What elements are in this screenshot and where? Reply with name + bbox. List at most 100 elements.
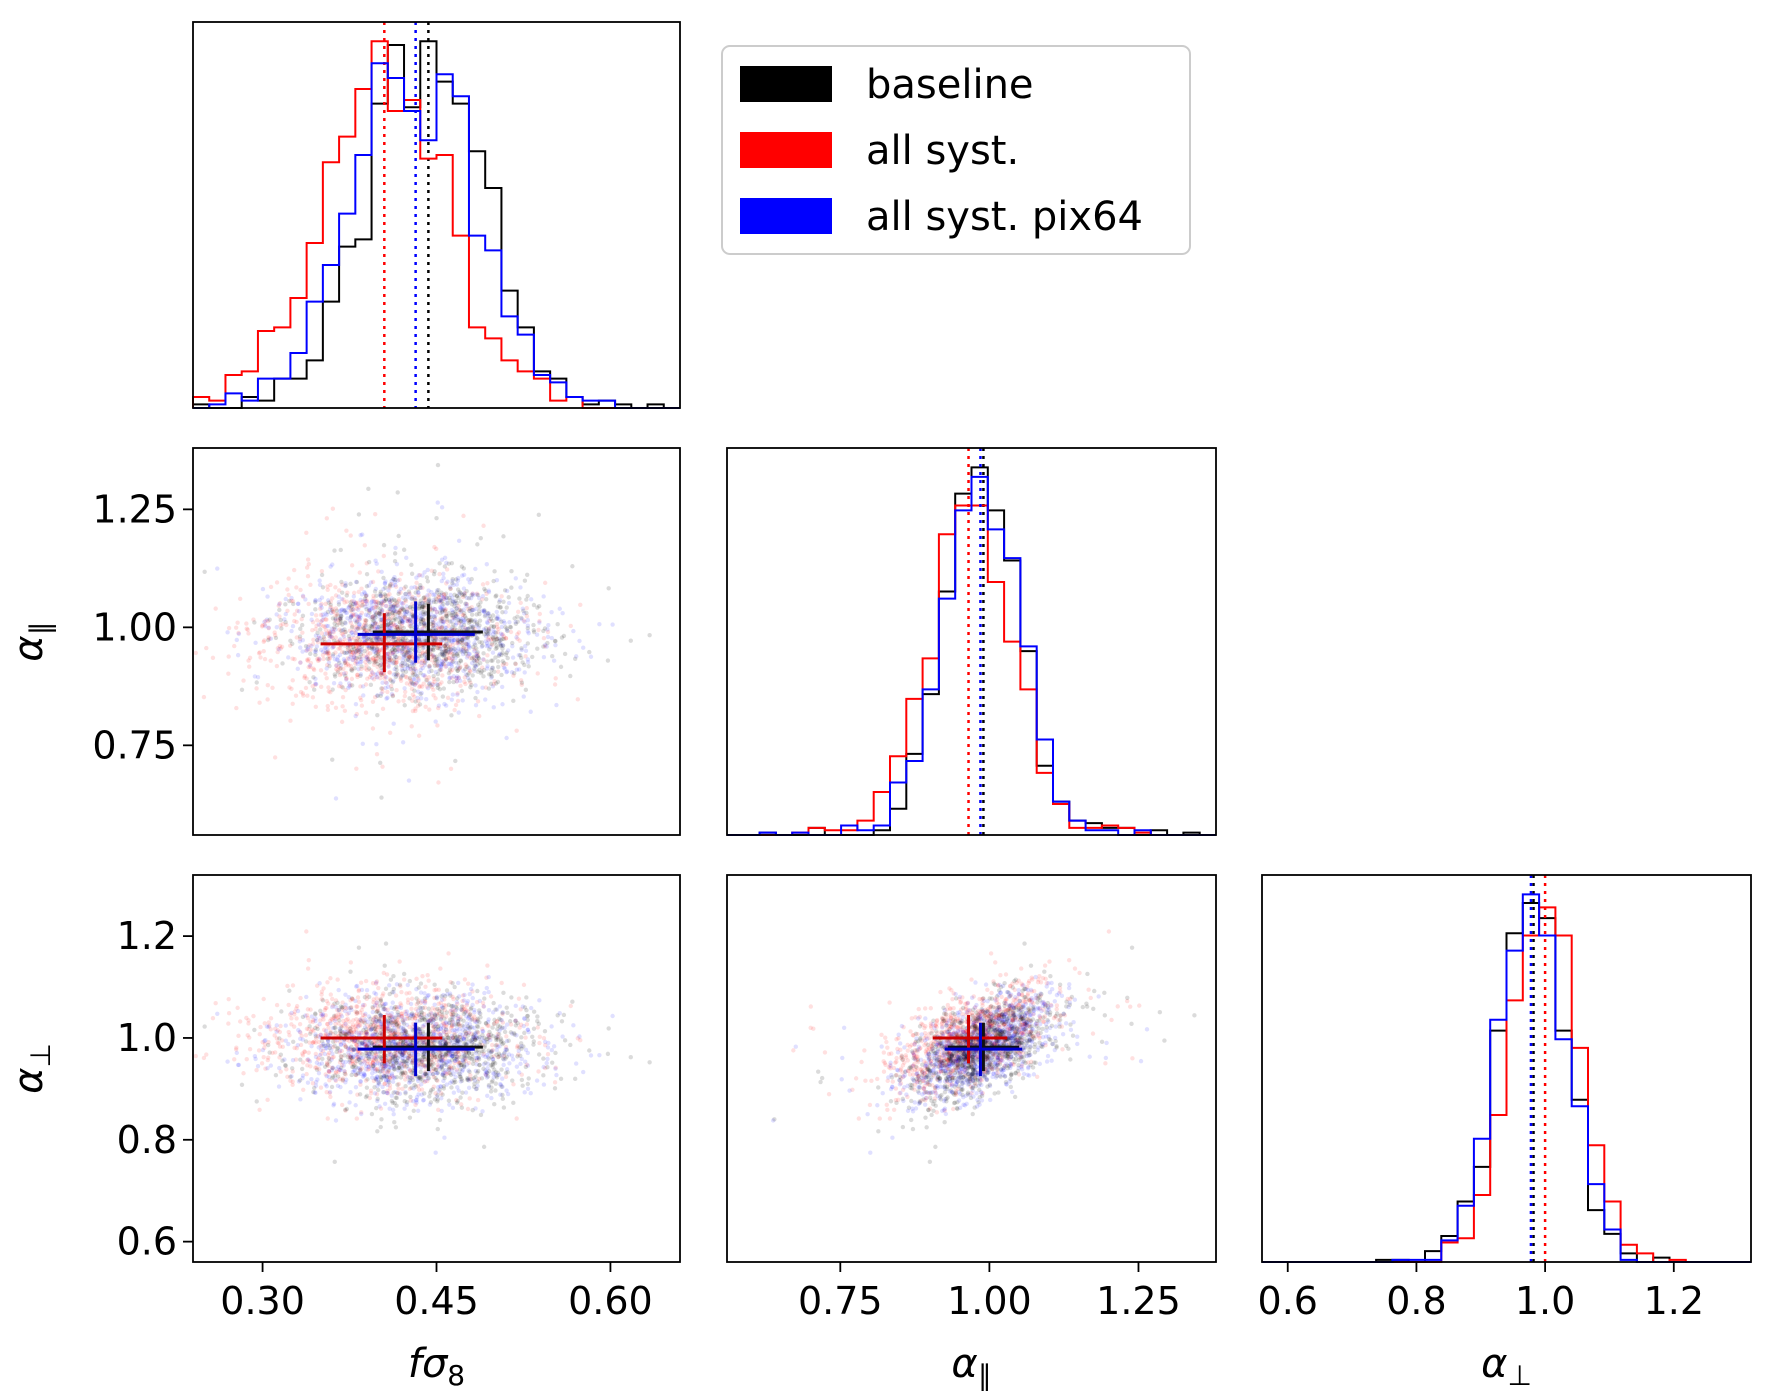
point-0	[369, 1111, 375, 1117]
point-1	[462, 591, 468, 596]
point-0	[452, 647, 457, 652]
point-0	[438, 637, 444, 643]
point-1	[363, 1057, 368, 1062]
point-1	[421, 661, 427, 666]
point-1	[575, 1036, 581, 1041]
point-1	[437, 1006, 442, 1012]
point-0	[299, 1066, 305, 1072]
point-0	[493, 655, 498, 660]
point-2	[357, 1041, 362, 1046]
point-2	[504, 628, 510, 633]
point-2	[474, 653, 479, 659]
point-1	[371, 593, 376, 598]
point-0	[391, 657, 397, 662]
point-0	[458, 590, 463, 596]
point-2	[486, 974, 491, 980]
point-2	[455, 674, 460, 679]
point-1	[333, 585, 338, 590]
point-1	[385, 651, 390, 657]
point-0	[374, 646, 380, 651]
point-1	[390, 1074, 396, 1079]
point-1	[325, 584, 330, 589]
point-2	[597, 622, 602, 627]
point-0	[300, 613, 306, 619]
point-1	[354, 1043, 360, 1048]
point-2	[386, 1022, 391, 1027]
point-2	[353, 1103, 358, 1108]
point-1	[435, 645, 440, 651]
point-0	[552, 638, 558, 644]
point-1	[396, 1086, 401, 1091]
point-1	[374, 1003, 379, 1008]
point-2	[373, 991, 379, 997]
point-0	[381, 1089, 387, 1095]
point-1	[413, 706, 418, 711]
point-2	[553, 642, 558, 648]
point-2	[407, 1080, 412, 1085]
point-1	[303, 1032, 309, 1038]
point-1	[378, 997, 383, 1002]
point-1	[280, 621, 285, 627]
point-1	[244, 1056, 249, 1062]
point-2	[408, 1042, 413, 1047]
point-2	[329, 626, 335, 631]
point-0	[541, 1056, 546, 1061]
point-2	[422, 612, 428, 617]
point-2	[409, 660, 415, 665]
point-2	[421, 1073, 426, 1078]
point-1	[439, 1014, 444, 1020]
point-0	[369, 1040, 374, 1046]
point-2	[384, 680, 389, 686]
point-1	[292, 618, 297, 624]
point-0	[387, 1058, 392, 1063]
point-1	[404, 653, 409, 658]
point-1	[325, 587, 330, 592]
point-1	[251, 617, 256, 622]
point-0	[465, 1033, 471, 1038]
point-2	[519, 1044, 524, 1049]
point-2	[571, 628, 576, 634]
point-0	[452, 592, 457, 598]
point-0	[485, 630, 490, 636]
point-0	[360, 603, 365, 608]
point-2	[429, 1011, 434, 1016]
point-1	[306, 561, 312, 567]
point-2	[473, 1086, 479, 1092]
point-2	[397, 1091, 403, 1096]
point-0	[474, 1029, 480, 1034]
point-2	[393, 1054, 398, 1059]
point-1	[398, 606, 404, 612]
point-2	[317, 1052, 323, 1058]
point-1	[365, 1059, 370, 1064]
point-1	[354, 1042, 359, 1048]
point-2	[410, 1027, 415, 1032]
point-0	[412, 688, 417, 693]
point-1	[275, 646, 281, 651]
point-1	[314, 983, 320, 988]
point-0	[359, 1041, 364, 1046]
point-1	[290, 1079, 295, 1084]
point-1	[434, 1011, 440, 1017]
point-2	[362, 598, 368, 603]
point-1	[524, 614, 530, 619]
point-0	[479, 669, 484, 674]
point-0	[390, 989, 395, 995]
point-0	[431, 638, 437, 644]
point-1	[348, 649, 354, 654]
point-1	[523, 1035, 528, 1040]
point-2	[383, 1007, 388, 1012]
point-2	[328, 1047, 334, 1053]
point-0	[485, 610, 490, 616]
point-0	[393, 598, 398, 603]
point-0	[455, 1022, 461, 1027]
point-2	[454, 1026, 460, 1031]
point-0	[414, 996, 419, 1001]
point-1	[330, 1055, 335, 1060]
point-1	[395, 1091, 401, 1096]
point-0	[477, 1034, 482, 1040]
point-0	[587, 649, 592, 655]
point-1	[568, 623, 573, 629]
point-0	[405, 1055, 411, 1061]
point-2	[449, 1037, 454, 1042]
point-2	[400, 1042, 406, 1047]
